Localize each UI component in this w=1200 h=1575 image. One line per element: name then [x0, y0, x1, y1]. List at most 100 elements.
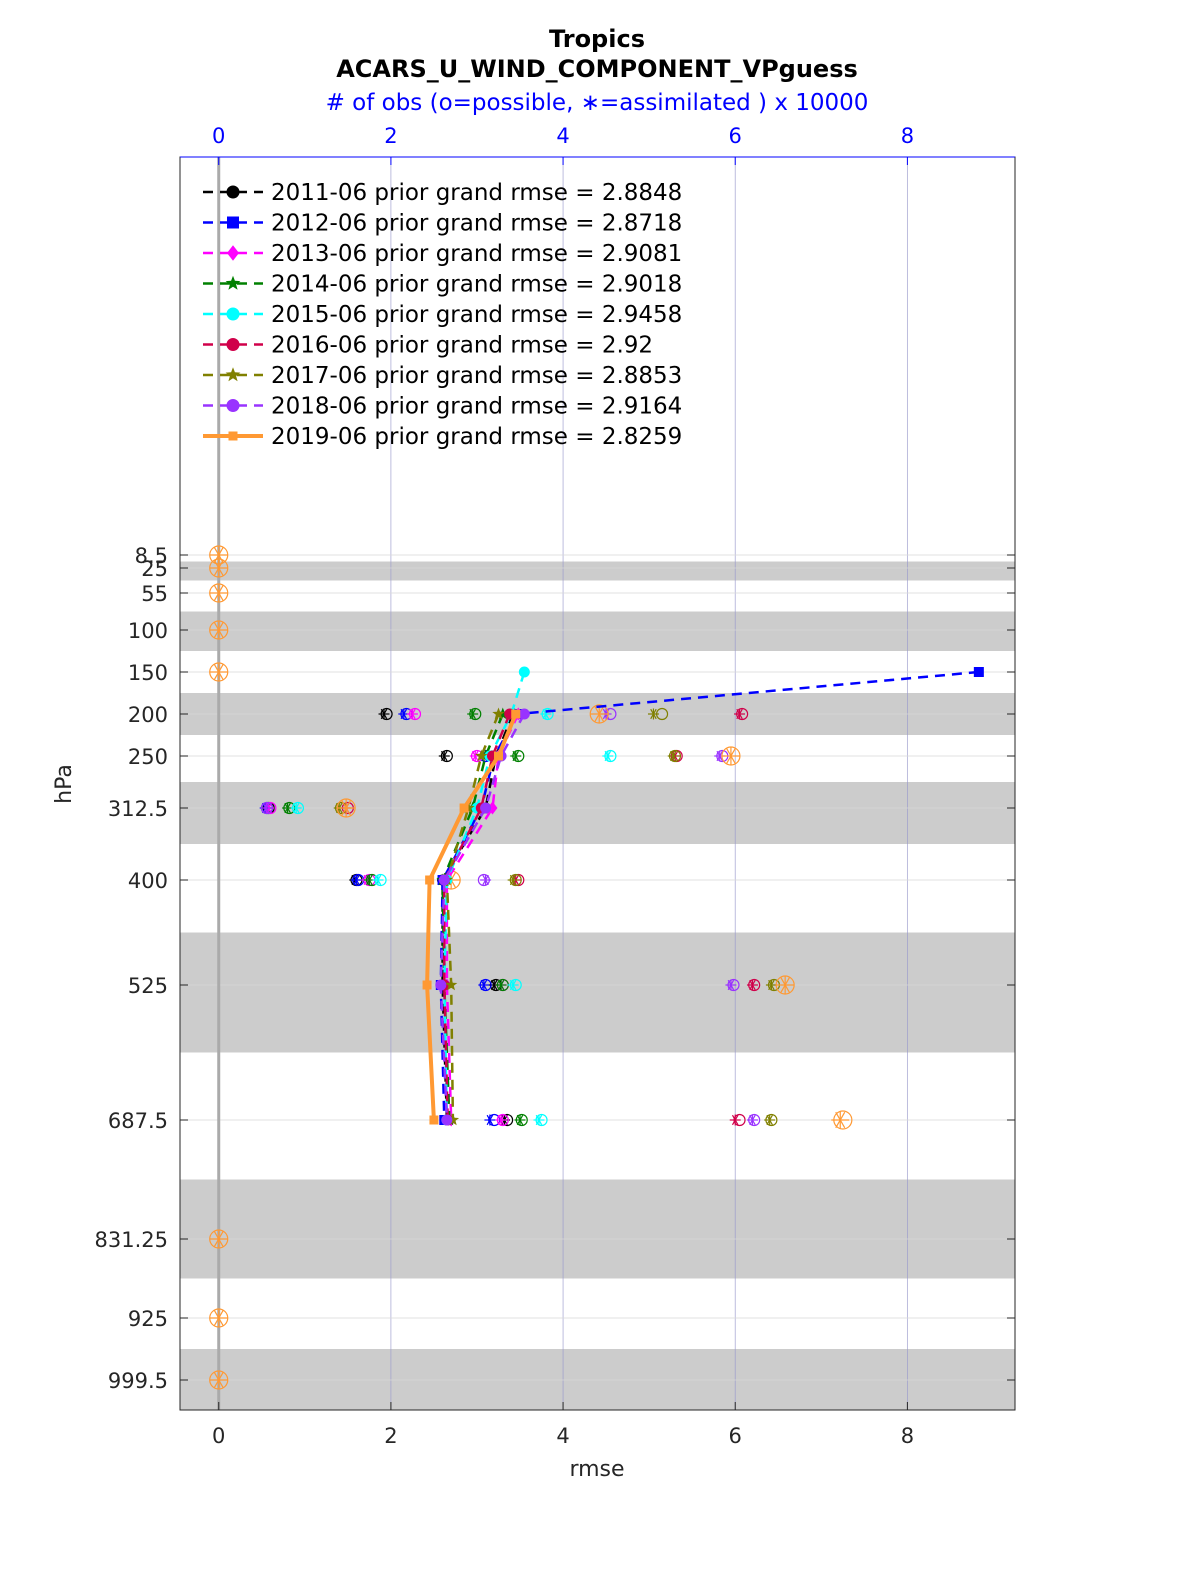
obs-assimilated-marker	[290, 802, 302, 814]
top-tick-label: 4	[556, 124, 569, 148]
series-point	[429, 1115, 439, 1125]
legend-marker	[228, 431, 238, 441]
obs-assimilated-marker	[495, 1114, 507, 1126]
series-line	[445, 713, 500, 1121]
obs-assimilated-marker	[495, 979, 507, 991]
series-point	[494, 751, 504, 761]
level-band	[180, 561, 1015, 581]
obs-assimilated-marker	[764, 1114, 776, 1126]
series-point	[459, 803, 469, 813]
level-band	[180, 782, 1015, 844]
legend-marker	[227, 245, 239, 261]
obs-assimilated-marker	[209, 621, 228, 639]
obs-assimilated-marker	[337, 799, 356, 817]
obs-assimilated-marker	[647, 708, 659, 720]
x-tick-label: 2	[384, 1424, 397, 1448]
series-point	[438, 874, 450, 886]
y-tick-label: 8.5	[135, 544, 168, 568]
y-tick-label: 999.5	[108, 1369, 168, 1393]
series-point	[518, 708, 530, 720]
legend-label: 2019-06 prior grand rmse = 2.8259	[271, 424, 682, 450]
obs-assimilated-marker	[467, 708, 479, 720]
chart-title: Tropics	[549, 25, 645, 53]
level-band	[180, 1349, 1015, 1410]
legend-label: 2015-06 prior grand rmse = 2.9458	[271, 302, 682, 328]
obs-assimilated-marker	[260, 802, 272, 814]
series-point	[492, 707, 505, 720]
x-axis-label: rmse	[569, 1457, 624, 1482]
obs-assimilated-marker	[507, 979, 519, 991]
y-tick-label: 312.5	[108, 797, 168, 821]
series-point	[475, 749, 488, 762]
obs-assimilated-marker	[209, 663, 228, 681]
series-point	[445, 978, 458, 991]
obs-assimilated-marker	[667, 750, 679, 762]
obs-assimilated-marker	[831, 1111, 850, 1129]
series-line	[441, 713, 515, 1121]
obs-assimilated-marker	[372, 874, 384, 886]
series-point	[435, 979, 447, 991]
obs-assimilated-marker	[398, 708, 410, 720]
top-tick-label: 0	[212, 124, 225, 148]
series-point	[446, 1113, 460, 1126]
legend-marker	[226, 307, 240, 321]
level-band	[180, 611, 1015, 651]
y-tick-label: 925	[128, 1307, 168, 1331]
legend-marker	[226, 338, 240, 351]
legend-marker	[225, 367, 241, 382]
y-tick-label: 831.25	[95, 1228, 168, 1252]
y-tick-label: 525	[128, 974, 168, 998]
obs-assimilated-marker	[746, 979, 758, 991]
obs-assimilated-marker	[729, 1114, 741, 1126]
obs-assimilated-marker	[714, 750, 726, 762]
obs-assimilated-marker	[209, 1371, 228, 1389]
legend-marker	[225, 275, 241, 290]
y-axis-label: hPa	[52, 764, 77, 804]
obs-assimilated-marker	[406, 708, 418, 720]
obs-assimilated-marker	[533, 1114, 545, 1126]
y-tick-label: 25	[141, 557, 168, 581]
chart-subtitle: ACARS_U_WIND_COMPONENT_VPguess	[336, 55, 858, 83]
series-line	[445, 713, 520, 1121]
series-point	[511, 709, 521, 719]
series-line	[439, 670, 979, 1121]
y-tick-label: 200	[128, 703, 168, 727]
legend-label: 2011-06 prior grand rmse = 2.8848	[271, 180, 682, 206]
x-tick-label: 0	[212, 1424, 225, 1448]
obs-assimilated-marker	[209, 1230, 228, 1248]
series-line	[441, 713, 504, 1121]
x-tick-label: 6	[729, 1424, 742, 1448]
series-line	[443, 713, 511, 1121]
legend: 2011-06 prior grand rmse = 2.8848 2012-06…	[203, 180, 682, 450]
y-tick-label: 150	[128, 661, 168, 685]
legend-label: 2017-06 prior grand rmse = 2.8853	[271, 363, 682, 389]
legend-marker	[226, 185, 240, 199]
series-point	[441, 1114, 453, 1126]
y-tick-label: 250	[128, 745, 168, 769]
obs-assimilated-marker	[209, 584, 228, 602]
obs-assimilated-marker	[590, 705, 609, 723]
top-tick-label: 6	[729, 124, 742, 148]
top-axis-label: # of obs (o=possible, ∗=assimilated ) x …	[326, 90, 869, 116]
obs-assimilated-marker	[725, 979, 737, 991]
obs-assimilated-marker	[776, 976, 795, 994]
level-band	[180, 932, 1015, 1053]
level-bands	[180, 561, 1015, 1410]
top-tick-label: 8	[901, 124, 914, 148]
obs-assimilated-marker	[734, 708, 746, 720]
obs-assimilated-marker	[209, 1309, 228, 1327]
top-tick-label: 2	[384, 124, 397, 148]
obs-assimilated-marker	[721, 747, 740, 765]
series-point	[973, 667, 984, 677]
obs-assimilated-marker	[478, 979, 490, 991]
legend-label: 2018-06 prior grand rmse = 2.9164	[271, 394, 682, 420]
obs-assimilated-marker	[484, 1114, 496, 1126]
series-point	[480, 802, 492, 814]
x-axis-ticks: 0 2 4 6 8	[212, 1402, 914, 1448]
legend-label: 2016-06 prior grand rmse = 2.92	[271, 333, 653, 359]
obs-count-markers	[209, 545, 853, 1390]
series-line	[439, 713, 526, 1121]
obs-assimilated-marker	[480, 874, 492, 886]
